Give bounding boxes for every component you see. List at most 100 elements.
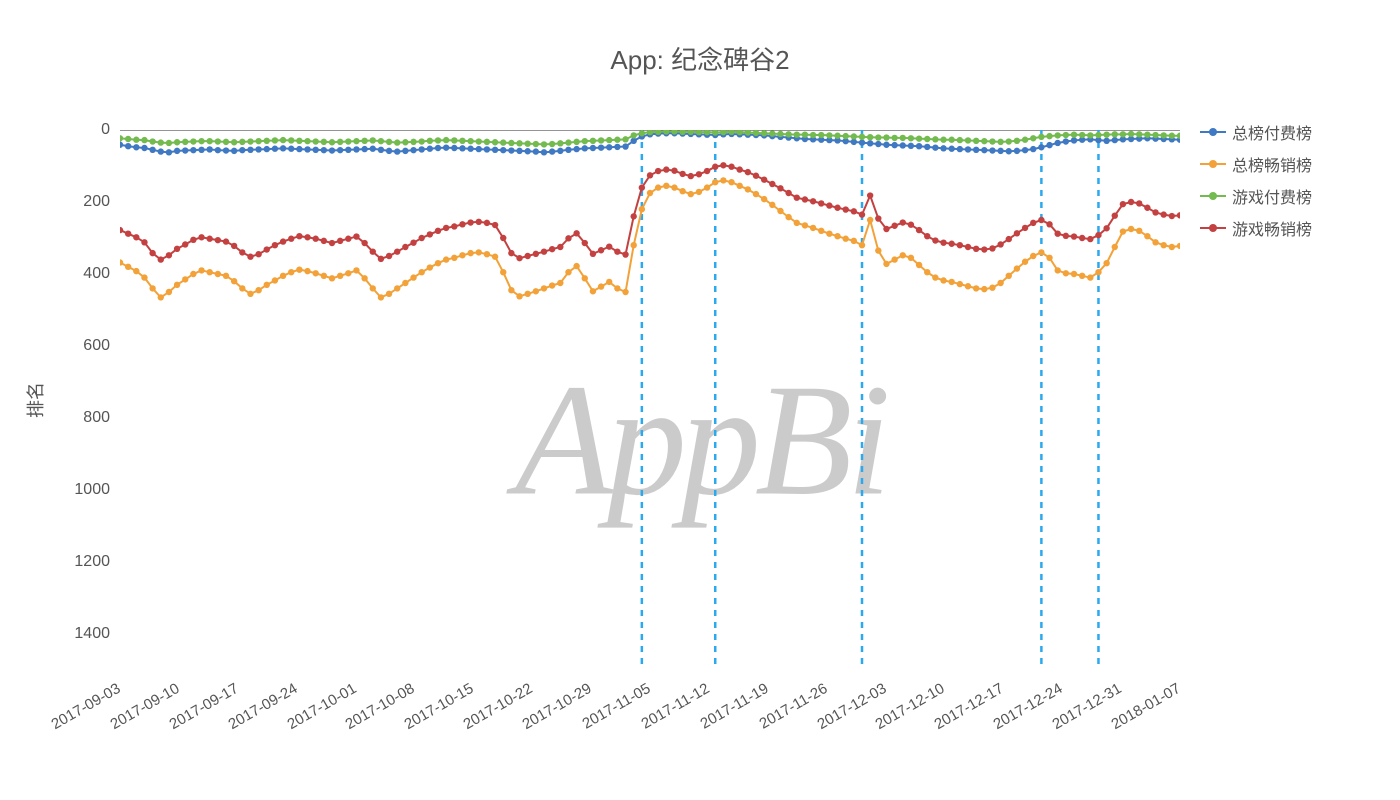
y-tick-label: 0 [101, 121, 110, 139]
series-marker [900, 219, 906, 225]
legend-item: 总榜付费榜 [1200, 120, 1312, 144]
series-marker [500, 139, 506, 145]
series-marker [378, 294, 384, 300]
series-marker [1152, 209, 1158, 215]
series-marker [296, 138, 302, 144]
series-marker [565, 269, 571, 275]
series-marker [606, 243, 612, 249]
series-marker [467, 138, 473, 144]
series-marker [957, 137, 963, 143]
series-marker [451, 223, 457, 229]
legend-item: 总榜畅销榜 [1200, 152, 1312, 176]
series-marker [394, 139, 400, 145]
series-marker [1087, 274, 1093, 280]
series-marker [647, 172, 653, 178]
series-marker [345, 138, 351, 144]
series-marker [329, 240, 335, 246]
series-marker [467, 146, 473, 152]
series-marker [1112, 244, 1118, 250]
series-marker [231, 148, 237, 154]
series-marker [133, 268, 139, 274]
series-marker [916, 135, 922, 141]
series-marker [622, 251, 628, 257]
series-marker [1095, 269, 1101, 275]
series-marker [264, 246, 270, 252]
series-marker [190, 237, 196, 243]
series-marker [761, 196, 767, 202]
series-marker [834, 133, 840, 139]
series-marker [1014, 138, 1020, 144]
series-marker [158, 294, 164, 300]
series-marker [321, 238, 327, 244]
series-marker [459, 145, 465, 151]
series-marker [524, 291, 530, 297]
series-marker [1022, 225, 1028, 231]
series-marker [190, 271, 196, 277]
series-marker [533, 251, 539, 257]
series-marker [370, 146, 376, 152]
series-marker [166, 140, 172, 146]
series-marker [582, 240, 588, 246]
series-marker [957, 281, 963, 287]
series-marker [223, 139, 229, 145]
series-marker [484, 220, 490, 226]
series-marker [891, 256, 897, 262]
series-marker [549, 141, 555, 147]
series-marker [1030, 135, 1036, 141]
series-marker [606, 144, 612, 150]
series-marker [622, 289, 628, 295]
series-marker [174, 282, 180, 288]
series-marker [1046, 142, 1052, 148]
series-marker [1071, 233, 1077, 239]
series-marker [614, 137, 620, 143]
series-marker [908, 143, 914, 149]
series-marker [1006, 148, 1012, 154]
series-marker [900, 135, 906, 141]
series-marker [728, 179, 734, 185]
series-marker [1128, 226, 1134, 232]
series-marker [973, 138, 979, 144]
series-marker [141, 274, 147, 280]
series-marker [166, 289, 172, 295]
series-marker [198, 147, 204, 153]
series-line [120, 180, 1180, 297]
series-marker [206, 269, 212, 275]
series-marker [1160, 132, 1166, 138]
series-marker [361, 275, 367, 281]
series-marker [1152, 239, 1158, 245]
series-marker [590, 288, 596, 294]
chart-container: App: 纪念碑谷2 排名 AppBi 总榜付费榜总榜畅销榜游戏付费榜游戏畅销榜… [0, 0, 1400, 800]
series-marker [264, 138, 270, 144]
series-marker [655, 168, 661, 174]
series-marker [1022, 147, 1028, 153]
series-marker [255, 251, 261, 257]
series-marker [557, 244, 563, 250]
series-marker [549, 148, 555, 154]
series-marker [386, 139, 392, 145]
series-marker [410, 147, 416, 153]
series-marker [753, 191, 759, 197]
series-marker [467, 250, 473, 256]
series-marker [940, 137, 946, 143]
series-marker [582, 138, 588, 144]
series-marker [557, 148, 563, 154]
series-marker [1030, 253, 1036, 259]
series-marker [500, 147, 506, 153]
series-marker [557, 280, 563, 286]
series-marker [867, 192, 873, 198]
series-marker [516, 293, 522, 299]
series-marker [427, 146, 433, 152]
series-marker [353, 233, 359, 239]
series-marker [1038, 144, 1044, 150]
series-marker [182, 276, 188, 282]
series-marker [149, 250, 155, 256]
series-marker [312, 138, 318, 144]
series-marker [484, 139, 490, 145]
series-marker [435, 145, 441, 151]
series-marker [435, 228, 441, 234]
legend-item: 游戏付费榜 [1200, 184, 1312, 208]
series-marker [280, 273, 286, 279]
series-marker [541, 141, 547, 147]
series-marker [688, 173, 694, 179]
series-marker [794, 220, 800, 226]
